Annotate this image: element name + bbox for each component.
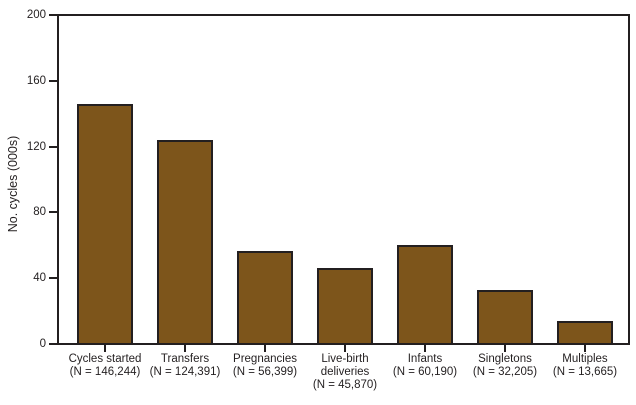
category-label-line: Transfers — [160, 353, 210, 365]
bar-multiples — [557, 321, 613, 343]
category-label-line: Pregnancies — [233, 353, 297, 365]
category-label-line: deliveries — [320, 366, 370, 378]
x-axis-tick — [104, 345, 106, 352]
bar-cycles-started — [77, 104, 133, 343]
y-axis-tick-label: 0 — [39, 338, 46, 350]
bar-singletons — [477, 290, 533, 343]
category-label: Cycles started (N = 146,244) — [69, 353, 142, 379]
y-axis-tick-label: 40 — [33, 272, 46, 285]
bar-live-birth-deliveries — [317, 268, 373, 343]
y-axis-tick — [49, 79, 57, 82]
category-label-line: (N = 124,391) — [149, 366, 221, 378]
category-label-line: (N = 45,870) — [312, 379, 378, 391]
category-label: Singletons (N = 32,205) — [473, 353, 537, 379]
bar-pregnancies — [237, 251, 293, 343]
y-axis-tick — [49, 211, 57, 214]
category-label-line: Live-birth — [321, 353, 369, 365]
y-axis-tick-label: 120 — [26, 140, 46, 153]
x-axis-tick — [424, 345, 426, 352]
x-axis-tick — [504, 345, 506, 352]
y-axis-tick — [49, 277, 57, 280]
y-axis-tick — [49, 14, 57, 16]
y-axis-tick-label: 160 — [26, 74, 46, 87]
category-label: Infants (N = 60,190) — [393, 353, 457, 379]
category-label-line: Cycles started — [68, 353, 142, 365]
y-axis-tick — [49, 145, 57, 148]
y-axis-tick — [49, 343, 57, 345]
y-axis-tick-label: 80 — [33, 206, 46, 219]
bar-transfers — [157, 140, 213, 343]
category-label: Transfers (N = 124,391) — [150, 353, 221, 379]
category-label-line: (N = 56,399) — [232, 366, 298, 378]
x-axis-tick — [264, 345, 266, 352]
category-label-line: Multiples — [562, 353, 608, 365]
category-label-line: (N = 146,244) — [69, 366, 141, 378]
category-label: Pregnancies (N = 56,399) — [233, 353, 297, 379]
category-label-line: (N = 13,665) — [552, 366, 618, 378]
category-label-line: (N = 32,205) — [472, 366, 538, 378]
category-label-line: (N = 60,190) — [392, 366, 458, 378]
plot-area — [57, 14, 630, 345]
x-axis-tick — [344, 345, 346, 352]
y-axis-tick-label: 200 — [26, 9, 46, 21]
category-label: Multiples (N = 13,665) — [553, 353, 617, 379]
x-axis-tick — [184, 345, 186, 352]
x-axis-tick — [584, 345, 586, 352]
category-label-line: Infants — [407, 353, 443, 365]
category-label-line: Singletons — [478, 353, 532, 365]
category-label: Live-birth deliveries (N = 45,870) — [313, 353, 377, 392]
bar-infants — [397, 245, 453, 343]
